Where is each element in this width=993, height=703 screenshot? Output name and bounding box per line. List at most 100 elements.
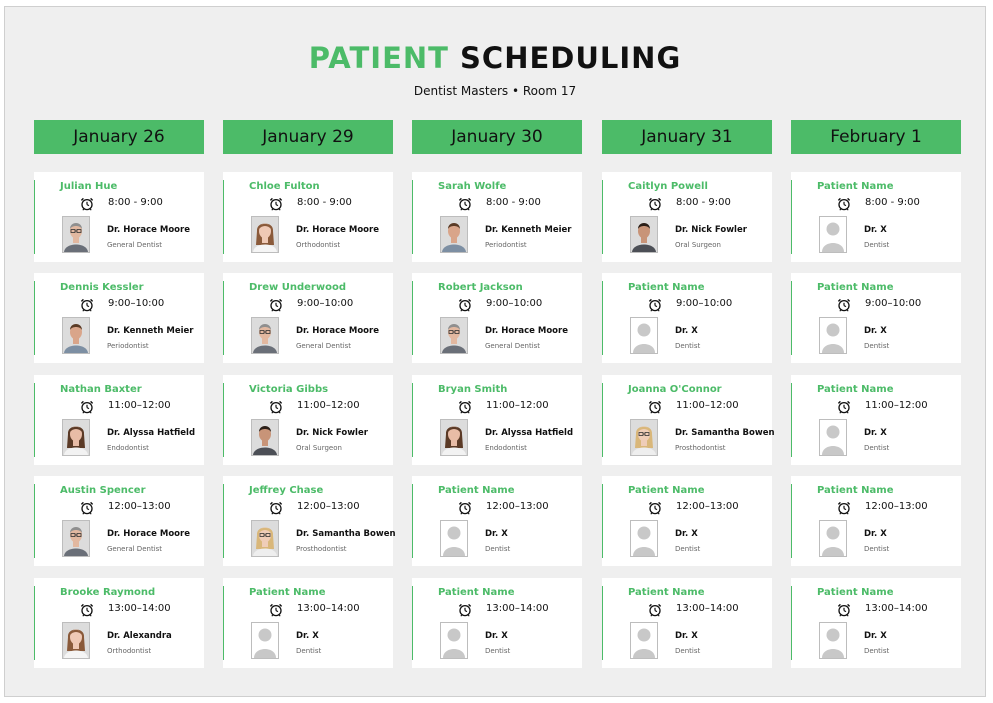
alarm-clock-icon — [458, 602, 472, 617]
doctor-specialty: General Dentist — [107, 241, 163, 249]
doctor-name: Dr. Horace Moore — [485, 326, 568, 336]
doctor-name: Dr. X — [675, 326, 698, 336]
doctor-avatar — [251, 520, 279, 557]
appointment-time: 13:00–14:00 — [865, 603, 928, 614]
alarm-clock-icon — [648, 500, 662, 515]
appointment-card[interactable]: Nathan Baxter 11:00–12:00 Dr. Alyssa Hatfi… — [34, 375, 204, 465]
appointment-card[interactable]: Caitlyn Powell 8:00 - 9:00 Dr. Nick Fowler… — [602, 172, 772, 262]
appointment-card[interactable]: Patient Name 13:00–14:00 Dr. X Dentist — [223, 578, 393, 668]
appointment-time: 12:00–13:00 — [865, 501, 928, 512]
patient-name: Chloe Fulton — [249, 181, 320, 192]
doctor-specialty: Dentist — [864, 342, 890, 350]
doctor-name: Dr. X — [864, 529, 887, 539]
appointment-card[interactable]: Victoria Gibbs 11:00–12:00 Dr. Nick Fowler… — [223, 375, 393, 465]
doctor-name: Dr. X — [864, 631, 887, 641]
appointment-card[interactable]: Patient Name 13:00–14:00 Dr. X Dentist — [412, 578, 582, 668]
doctor-specialty: Dentist — [485, 545, 511, 553]
doctor-avatar — [62, 520, 90, 557]
doctor-name: Dr. X — [296, 631, 319, 641]
doctor-name: Dr. Alyssa Hatfield — [485, 428, 574, 438]
appointment-card[interactable]: Austin Spencer 12:00–13:00 Dr. Horace Moor… — [34, 476, 204, 566]
appointment-time: 11:00–12:00 — [865, 400, 928, 411]
appointment-card[interactable]: Julian Hue 8:00 - 9:00 Dr. Horace Moore Gen… — [34, 172, 204, 262]
avatar-placeholder-icon — [819, 419, 847, 456]
day-column: January 30 Sarah Wolfe 8:00 - 9:00 Dr. Kenn… — [412, 120, 582, 668]
patient-name: Patient Name — [628, 485, 705, 496]
appointment-card[interactable]: Sarah Wolfe 8:00 - 9:00 Dr. Kenneth Meier P… — [412, 172, 582, 262]
appointment-card[interactable]: Dennis Kessler 9:00–10:00 Dr. Kenneth Meie… — [34, 273, 204, 363]
alarm-clock-icon — [837, 399, 851, 414]
alarm-clock-icon — [458, 399, 472, 414]
page-title: PATIENT SCHEDULING — [5, 41, 985, 75]
avatar-placeholder-icon — [819, 317, 847, 354]
appointment-card[interactable]: Joanna O'Connor 11:00–12:00 Dr. Samantha B… — [602, 375, 775, 465]
doctor-avatar — [62, 622, 90, 659]
patient-name: Patient Name — [817, 384, 894, 395]
appointment-time: 9:00–10:00 — [676, 298, 733, 309]
avatar-placeholder-icon — [440, 520, 468, 557]
alarm-clock-icon — [80, 500, 94, 515]
appointment-card[interactable]: Patient Name 9:00–10:00 Dr. X Dentist — [791, 273, 961, 363]
patient-name: Nathan Baxter — [60, 384, 142, 395]
alarm-clock-icon — [80, 399, 94, 414]
day-header: January 31 — [602, 120, 772, 154]
appointment-time: 8:00 - 9:00 — [108, 197, 163, 208]
appointment-time: 11:00–12:00 — [486, 400, 549, 411]
appointment-time: 12:00–13:00 — [297, 501, 360, 512]
patient-name: Patient Name — [628, 587, 705, 598]
doctor-specialty: General Dentist — [296, 342, 352, 350]
doctor-specialty: General Dentist — [107, 545, 163, 553]
appointment-card[interactable]: Chloe Fulton 8:00 - 9:00 Dr. Horace Moore O… — [223, 172, 393, 262]
day-column: February 1 Patient Name 8:00 - 9:00 Dr. X De… — [791, 120, 961, 668]
doctor-specialty: Dentist — [675, 545, 701, 553]
appointment-card[interactable]: Patient Name 12:00–13:00 Dr. X Dentist — [412, 476, 582, 566]
avatar-placeholder-icon — [251, 622, 279, 659]
appointment-card[interactable]: Patient Name 13:00–14:00 Dr. X Dentist — [602, 578, 772, 668]
alarm-clock-icon — [269, 196, 283, 211]
doctor-avatar — [440, 216, 468, 253]
day-column: January 29 Chloe Fulton 8:00 - 9:00 Dr. Hor… — [223, 120, 396, 668]
appointment-time: 13:00–14:00 — [676, 603, 739, 614]
appointment-card[interactable]: Patient Name 13:00–14:00 Dr. X Dentist — [791, 578, 961, 668]
alarm-clock-icon — [458, 500, 472, 515]
avatar-placeholder-icon — [819, 520, 847, 557]
doctor-name: Dr. Horace Moore — [107, 225, 190, 235]
appointment-card[interactable]: Robert Jackson 9:00–10:00 Dr. Horace Moore… — [412, 273, 582, 363]
patient-name: Joanna O'Connor — [628, 384, 722, 395]
patient-name: Patient Name — [438, 485, 515, 496]
alarm-clock-icon — [269, 297, 283, 312]
alarm-clock-icon — [269, 500, 283, 515]
doctor-specialty: General Dentist — [485, 342, 541, 350]
doctor-specialty: Endodontist — [107, 444, 149, 452]
appointment-card[interactable]: Bryan Smith 11:00–12:00 Dr. Alyssa Hatfiel… — [412, 375, 582, 465]
patient-name: Patient Name — [817, 587, 894, 598]
alarm-clock-icon — [837, 500, 851, 515]
appointment-card[interactable]: Patient Name 12:00–13:00 Dr. X Dentist — [791, 476, 961, 566]
patient-name: Julian Hue — [60, 181, 118, 192]
appointment-card[interactable]: Patient Name 12:00–13:00 Dr. X Dentist — [602, 476, 772, 566]
appointment-time: 9:00–10:00 — [108, 298, 165, 309]
appointment-card[interactable]: Drew Underwood 9:00–10:00 Dr. Horace Moore… — [223, 273, 393, 363]
day-column: January 26 Julian Hue 8:00 - 9:00 Dr. Horac… — [34, 120, 204, 668]
appointment-card[interactable]: Jeffrey Chase 12:00–13:00 Dr. Samantha Bow… — [223, 476, 396, 566]
avatar-placeholder-icon — [630, 520, 658, 557]
appointment-time: 11:00–12:00 — [297, 400, 360, 411]
doctor-avatar — [62, 216, 90, 253]
patient-name: Dennis Kessler — [60, 282, 144, 293]
doctor-specialty: Prosthodontist — [296, 545, 347, 553]
appointment-time: 9:00–10:00 — [486, 298, 543, 309]
appointment-time: 11:00–12:00 — [676, 400, 739, 411]
appointment-card[interactable]: Brooke Raymond 13:00–14:00 Dr. Alexandra Or… — [34, 578, 204, 668]
appointment-card[interactable]: Patient Name 11:00–12:00 Dr. X Dentist — [791, 375, 961, 465]
appointment-card[interactable]: Patient Name 9:00–10:00 Dr. X Dentist — [602, 273, 772, 363]
doctor-specialty: Orthodontist — [296, 241, 341, 249]
avatar-placeholder-icon — [819, 216, 847, 253]
day-header: January 29 — [223, 120, 393, 154]
alarm-clock-icon — [269, 399, 283, 414]
patient-name: Patient Name — [817, 485, 894, 496]
appointment-card[interactable]: Patient Name 8:00 - 9:00 Dr. X Dentist — [791, 172, 961, 262]
doctor-avatar — [251, 419, 279, 456]
day-header: January 26 — [34, 120, 204, 154]
doctor-specialty: Dentist — [296, 647, 322, 655]
alarm-clock-icon — [80, 602, 94, 617]
